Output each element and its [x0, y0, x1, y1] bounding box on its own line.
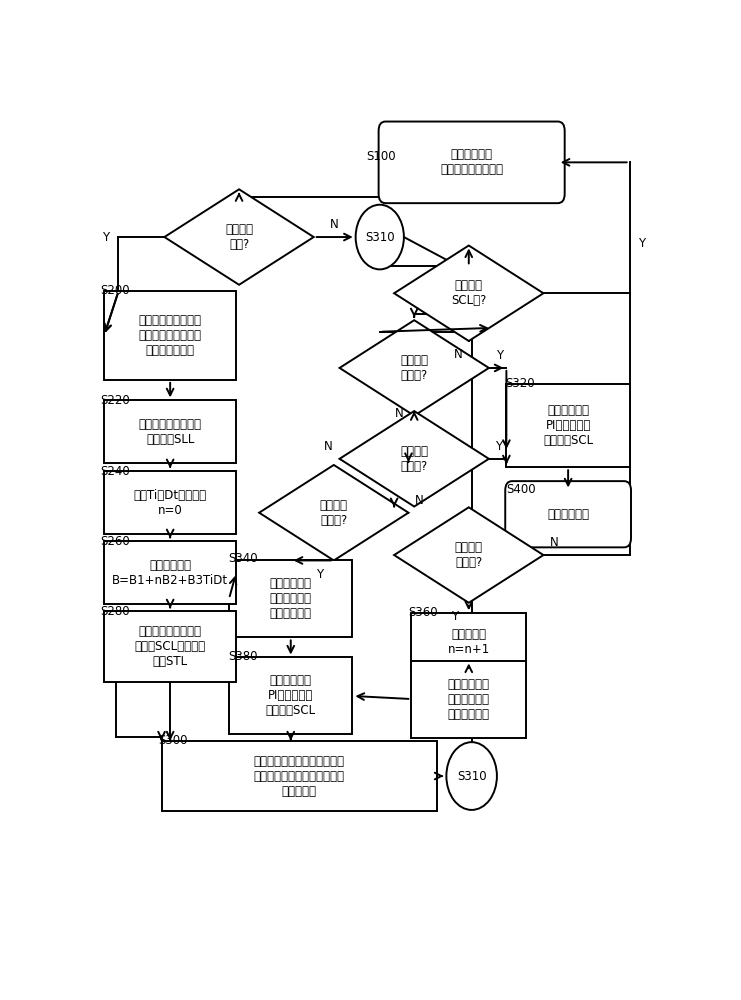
Text: S340: S340 — [228, 552, 258, 565]
Bar — [229, 657, 353, 734]
Text: N: N — [454, 348, 463, 361]
Text: S300: S300 — [158, 734, 187, 747]
FancyBboxPatch shape — [505, 481, 631, 547]
Bar — [104, 541, 236, 604]
Text: 工况点在
安全区?: 工况点在 安全区? — [400, 354, 428, 382]
Text: 工况点在
阶跃区?: 工况点在 阶跃区? — [320, 499, 348, 527]
Bar — [162, 741, 437, 811]
Text: 对防喘阀进行
PI调节，使工
况点趋近SCL: 对防喘阀进行 PI调节，使工 况点趋近SCL — [543, 404, 594, 447]
Text: 根据压比特性曲线确
定喘振线SLL: 根据压比特性曲线确 定喘振线SLL — [139, 418, 202, 446]
Text: S310: S310 — [365, 231, 394, 244]
Bar — [104, 291, 236, 380]
Text: 防喘阀阶跃开
大，使工况点
跳变至调节区: 防喘阀阶跃开 大，使工况点 跳变至调节区 — [270, 577, 312, 620]
Text: 喘振预警；
n=n+1: 喘振预警； n=n+1 — [448, 628, 490, 656]
Text: S310: S310 — [457, 770, 486, 783]
Bar — [411, 613, 526, 671]
Text: N: N — [551, 536, 559, 549]
Text: S260: S260 — [100, 535, 130, 548]
Text: 设置调节控制条件，通过对防
喘阀进行调节控制，实现防喘
振预警控制: 设置调节控制条件，通过对防 喘阀进行调节控制，实现防喘 振预警控制 — [254, 755, 345, 798]
Text: S100: S100 — [366, 150, 396, 163]
Bar — [104, 611, 236, 682]
Text: Y: Y — [496, 349, 503, 362]
FancyBboxPatch shape — [379, 122, 565, 203]
Polygon shape — [259, 465, 408, 560]
Text: S400: S400 — [506, 483, 536, 496]
Text: N: N — [395, 407, 404, 420]
Text: 工况点在
喘振区?: 工况点在 喘振区? — [455, 541, 483, 569]
Text: 工况点在
调节区?: 工况点在 调节区? — [400, 445, 428, 473]
Circle shape — [446, 742, 497, 810]
Text: S220: S220 — [100, 394, 130, 407]
Polygon shape — [394, 246, 543, 341]
Text: 根据入口条件和历史
数据，计算不同转速
的压比特性曲线: 根据入口条件和历史 数据，计算不同转速 的压比特性曲线 — [139, 314, 202, 357]
Text: N: N — [324, 440, 333, 453]
Text: 确定安全裕度
B=B1+nB2+B3TiDt: 确定安全裕度 B=B1+nB2+B3TiDt — [112, 559, 228, 587]
Text: S380: S380 — [228, 650, 258, 663]
Bar — [104, 471, 236, 534]
Polygon shape — [394, 507, 543, 603]
Text: S200: S200 — [100, 284, 130, 297]
Polygon shape — [339, 320, 489, 416]
Text: 入口条件
改变?: 入口条件 改变? — [225, 223, 253, 251]
Bar — [411, 661, 526, 738]
Circle shape — [356, 205, 404, 269]
Text: 启动调节周期
获取压缩机入口条件: 启动调节周期 获取压缩机入口条件 — [440, 148, 503, 176]
Text: S320: S320 — [505, 377, 534, 390]
Polygon shape — [339, 411, 489, 507]
Text: N: N — [416, 494, 424, 507]
Bar — [104, 400, 236, 463]
Text: 工况点在
SCL上?: 工况点在 SCL上? — [451, 279, 486, 307]
Bar — [506, 384, 630, 467]
Text: 防喘阀快速开
大，使工况点
跳变至调节区: 防喘阀快速开 大，使工况点 跳变至调节区 — [448, 678, 490, 721]
Polygon shape — [165, 189, 313, 285]
Text: S360: S360 — [408, 606, 438, 619]
Text: 调节周期结束: 调节周期结束 — [547, 508, 589, 521]
Text: 对防喘阀进行
PI调节，使工
况点趋近SCL: 对防喘阀进行 PI调节，使工 况点趋近SCL — [266, 674, 316, 717]
Text: S240: S240 — [100, 465, 130, 478]
Text: Y: Y — [102, 231, 109, 244]
Text: Y: Y — [316, 568, 323, 581]
Text: N: N — [330, 218, 339, 231]
Text: 根据安全裕度，确定
控制线SCL和阶跃保
护线STL: 根据安全裕度，确定 控制线SCL和阶跃保 护线STL — [135, 625, 206, 668]
Text: 参数Ti和Dt初始化；
n=0: 参数Ti和Dt初始化； n=0 — [133, 489, 207, 517]
Text: Y: Y — [638, 237, 645, 250]
Bar — [229, 560, 353, 637]
Text: S280: S280 — [100, 605, 130, 618]
Text: Y: Y — [451, 610, 458, 623]
Text: Y: Y — [495, 440, 502, 453]
